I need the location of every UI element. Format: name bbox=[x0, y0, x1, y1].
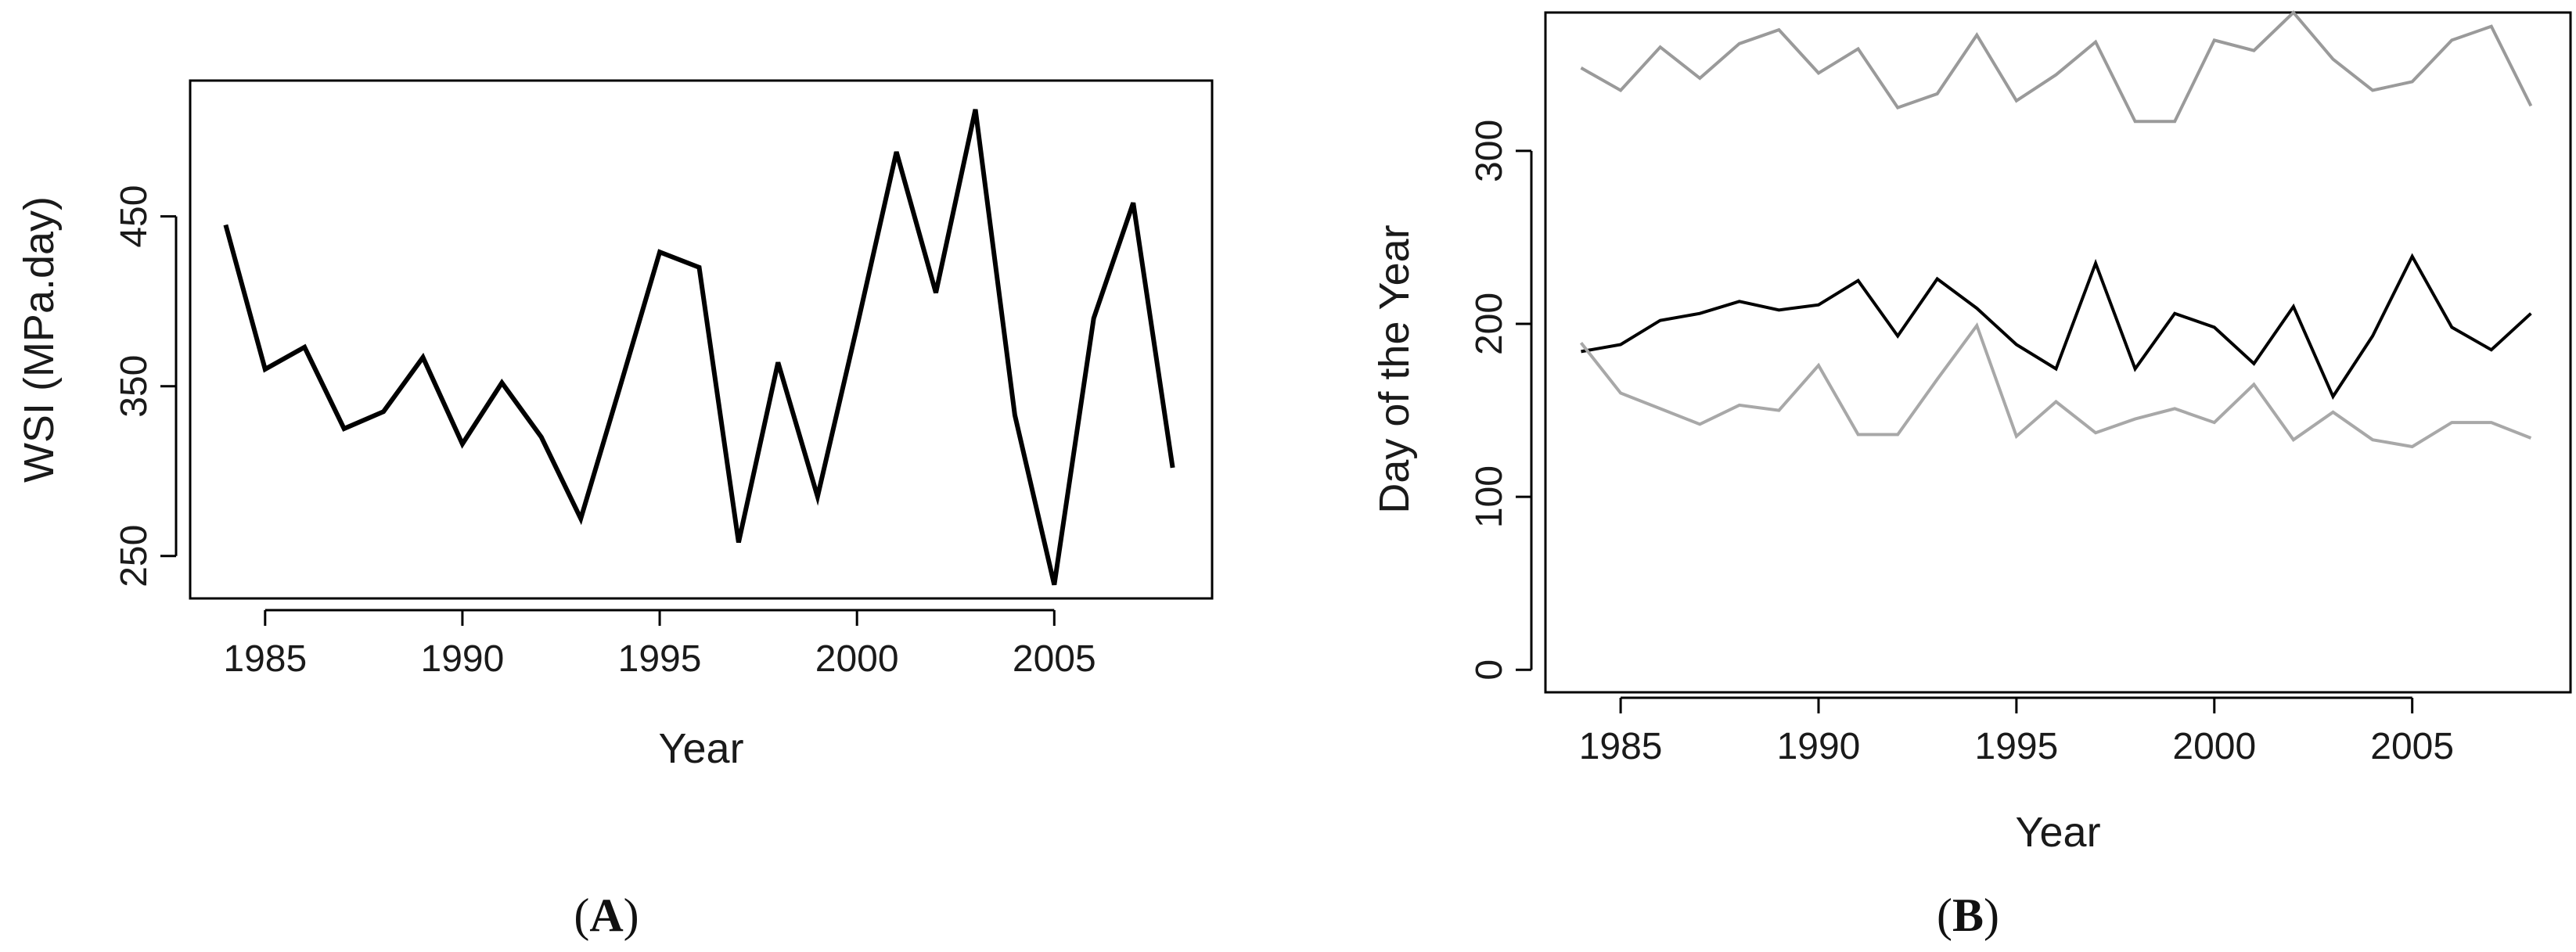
series-group-a bbox=[223, 109, 1175, 586]
x-tick-label-a: 1990 bbox=[421, 638, 505, 680]
series-line-a-1 bbox=[223, 109, 1175, 586]
series-group-b bbox=[1579, 10, 2533, 449]
plot-frame-a bbox=[189, 79, 1214, 600]
x-axis-a: 1985 1990 1995 2000 2005 bbox=[223, 609, 1096, 680]
y-tick-label-a: 450 bbox=[113, 185, 155, 248]
x-tick-label-b: 1990 bbox=[1777, 726, 1861, 767]
panel-letter-b: B bbox=[1952, 889, 1984, 941]
panel-letter-a: A bbox=[589, 889, 623, 941]
plot-frame-b bbox=[1544, 11, 2572, 694]
y-tick-label-b: 300 bbox=[1469, 120, 1510, 182]
panel-a: 1985 1990 1995 2000 2005 250 350 450 Year WSI … bbox=[16, 79, 1214, 941]
y-axis-title-b: Day of the Year bbox=[1371, 225, 1418, 513]
series-line-b-2 bbox=[1581, 253, 2532, 401]
y-axis-title-a: WSI (MPa.day) bbox=[16, 196, 63, 483]
series-line-b-3 bbox=[1579, 322, 2532, 449]
y-tick-label-a: 350 bbox=[113, 355, 155, 418]
y-axis-a: 250 350 450 bbox=[113, 185, 178, 587]
x-tick-label-b: 1995 bbox=[1975, 726, 2059, 767]
x-tick-label-a: 2005 bbox=[1013, 638, 1096, 680]
x-tick-label-b: 2005 bbox=[2370, 726, 2454, 767]
y-axis-b: 0 100 200 300 bbox=[1469, 120, 1533, 681]
x-tick-label-b: 2000 bbox=[2172, 726, 2256, 767]
x-axis-title-b: Year bbox=[2015, 809, 2100, 856]
x-tick-label-b: 1985 bbox=[1579, 726, 1663, 767]
x-tick-label-a: 2000 bbox=[815, 638, 899, 680]
x-tick-label-a: 1985 bbox=[223, 638, 307, 680]
panel-label-b: (B) bbox=[1937, 889, 1999, 941]
y-tick-label-b: 200 bbox=[1469, 293, 1510, 355]
series-line-b-1 bbox=[1580, 10, 2533, 124]
panel-b: 1985 1990 1995 2000 2005 0 100 200 300 Year Day… bbox=[1371, 10, 2572, 941]
y-tick-label-b: 0 bbox=[1469, 659, 1510, 681]
panel-label-a: (A) bbox=[574, 889, 639, 941]
x-axis-title-a: Year bbox=[658, 725, 743, 772]
y-tick-label-b: 100 bbox=[1469, 465, 1510, 528]
x-axis-b: 1985 1990 1995 2000 2005 bbox=[1579, 696, 2454, 767]
x-tick-label-a: 1995 bbox=[618, 638, 702, 680]
y-tick-label-a: 250 bbox=[113, 525, 155, 587]
